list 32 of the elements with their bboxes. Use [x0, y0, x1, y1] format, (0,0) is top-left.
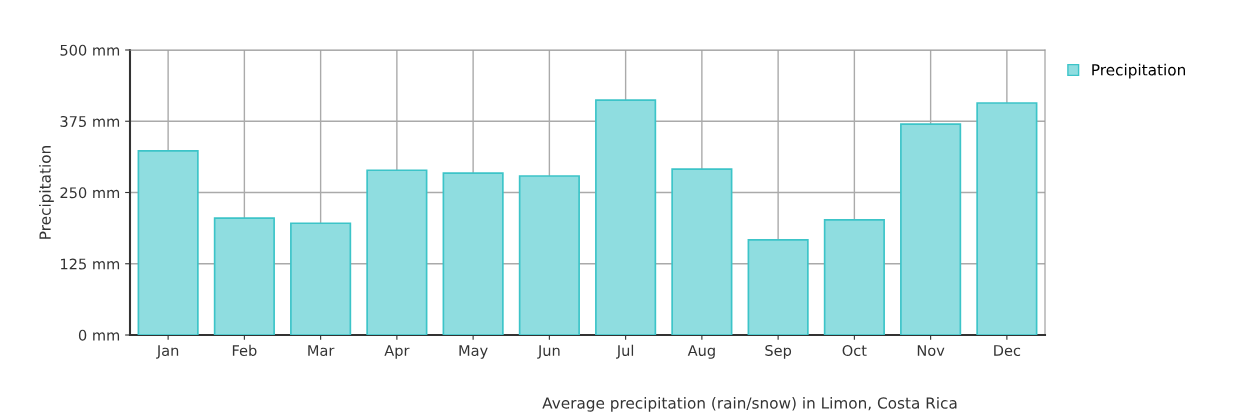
- x-tick-label: Aug: [687, 345, 715, 359]
- x-tick-label: Jan: [156, 345, 179, 359]
- bar: [976, 102, 1038, 335]
- y-tick-label: 125 mm: [61, 258, 120, 270]
- x-tick-label: Mar: [308, 345, 335, 357]
- x-tick-label: Feb: [232, 344, 257, 357]
- legend-label: Precipitation: [1092, 63, 1186, 79]
- bar: [442, 172, 504, 335]
- bar: [671, 168, 733, 335]
- bar: [366, 169, 428, 335]
- bar: [137, 150, 199, 335]
- bar: [595, 99, 657, 335]
- x-tick-label: Apr: [384, 345, 410, 359]
- bar: [823, 219, 885, 335]
- y-tick-label: 500 mm: [60, 44, 120, 56]
- bar: [213, 217, 275, 335]
- x-tick-label: Dec: [994, 345, 1021, 357]
- x-tick-label: Nov: [917, 345, 945, 357]
- y-tick-label: 250 mm: [60, 187, 120, 199]
- bar: [900, 123, 962, 335]
- bar: [747, 238, 809, 335]
- y-tick-label: 375 mm: [60, 115, 120, 127]
- x-tick-label: Jun: [537, 345, 560, 359]
- y-axis-title: Precipitation: [39, 146, 54, 239]
- x-tick-label: Jul: [616, 344, 634, 359]
- x-tick-label: Sep: [765, 344, 792, 359]
- bar: [290, 222, 352, 335]
- bar: [518, 175, 580, 335]
- text: Average precipitation (rain/snow) in Limon, Costa Rica: [542, 396, 957, 412]
- y-tick-label: 0 mm: [78, 329, 120, 341]
- x-tick-label: May: [459, 345, 488, 359]
- x-tick-label: Oct: [842, 344, 867, 357]
